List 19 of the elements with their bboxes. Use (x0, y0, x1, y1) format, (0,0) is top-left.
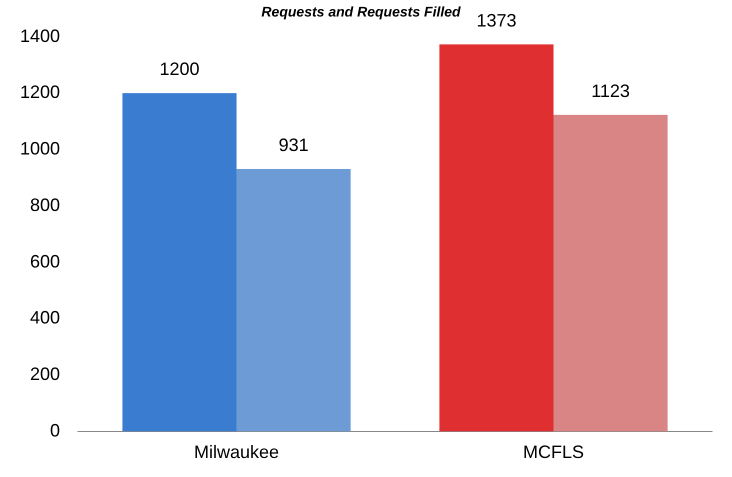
x-tick-label: MCFLS (523, 442, 584, 462)
y-tick-label: 200 (30, 364, 60, 384)
bar (554, 114, 668, 432)
y-tick-label: 0 (50, 420, 60, 440)
y-tick-label: 1000 (20, 138, 60, 159)
y-tick-label: 1400 (20, 26, 60, 46)
x-tick-label: Milwaukee (194, 442, 280, 462)
y-tick-label: 600 (30, 251, 60, 272)
bar (236, 168, 351, 432)
y-tick-label: 1200 (20, 82, 60, 102)
bar (439, 44, 554, 432)
bar (122, 93, 237, 432)
data-label: 1123 (591, 80, 630, 101)
y-tick-label: 800 (30, 194, 60, 215)
data-label: 1373 (476, 10, 516, 30)
chart-title: Requests and Requests Filled (261, 3, 462, 20)
y-tick-label: 400 (30, 308, 60, 328)
data-label: 1200 (159, 59, 200, 80)
data-label: 931 (278, 134, 309, 155)
